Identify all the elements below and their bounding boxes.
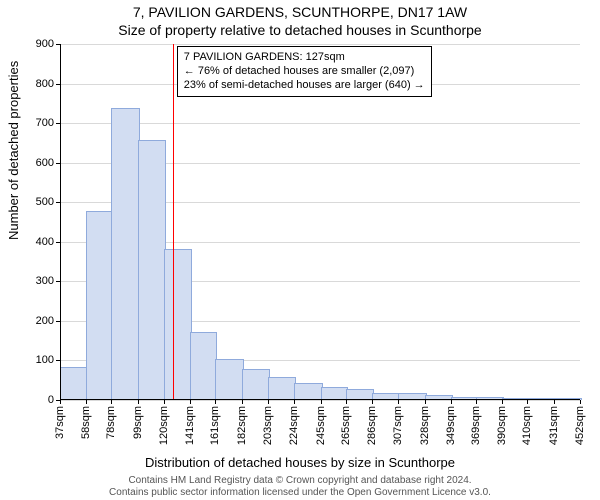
- x-tick-mark: [321, 400, 322, 404]
- annotation-line2: ← 76% of detached houses are smaller (2,…: [184, 65, 425, 79]
- y-tick-label: 200: [14, 315, 54, 327]
- histogram-bar: [60, 367, 88, 400]
- footer-line1: Contains HM Land Registry data © Crown c…: [0, 475, 600, 487]
- x-tick-mark: [398, 400, 399, 404]
- histogram-bar: [268, 377, 296, 400]
- x-tick-mark: [111, 400, 112, 404]
- x-tick-mark: [294, 400, 295, 404]
- y-tick-label: 500: [14, 196, 54, 208]
- x-tick-label: 410sqm: [521, 406, 533, 445]
- x-tick-label: 141sqm: [184, 406, 196, 445]
- x-tick-mark: [346, 400, 347, 404]
- x-tick-label: 182sqm: [236, 406, 248, 445]
- histogram-bar: [215, 359, 243, 400]
- annotation-line3: 23% of semi-detached houses are larger (…: [184, 79, 425, 93]
- y-tick-label: 300: [14, 275, 54, 287]
- histogram-bar: [86, 211, 113, 400]
- x-tick-mark: [242, 400, 243, 404]
- x-tick-mark: [476, 400, 477, 404]
- x-tick-label: 120sqm: [158, 406, 170, 445]
- x-tick-label: 224sqm: [288, 406, 300, 445]
- x-axis-label: Distribution of detached houses by size …: [0, 455, 600, 470]
- y-tick-label: 900: [14, 38, 54, 50]
- histogram-bar: [190, 332, 217, 400]
- x-tick-label: 265sqm: [340, 406, 352, 445]
- y-tick-label: 800: [14, 78, 54, 90]
- x-tick-mark: [190, 400, 191, 404]
- x-tick-label: 78sqm: [105, 406, 117, 439]
- x-tick-label: 286sqm: [366, 406, 378, 445]
- x-tick-mark: [164, 400, 165, 404]
- x-axis: [60, 399, 580, 400]
- x-tick-label: 452sqm: [574, 406, 586, 445]
- x-tick-mark: [215, 400, 216, 404]
- x-tick-mark: [502, 400, 503, 404]
- x-tick-mark: [451, 400, 452, 404]
- x-tick-mark: [527, 400, 528, 404]
- x-tick-mark: [60, 400, 61, 404]
- y-tick-label: 600: [14, 157, 54, 169]
- histogram-bar: [138, 140, 166, 400]
- x-tick-label: 349sqm: [445, 406, 457, 445]
- x-tick-label: 99sqm: [132, 406, 144, 439]
- x-tick-mark: [86, 400, 87, 404]
- x-tick-label: 58sqm: [80, 406, 92, 439]
- reference-line: [173, 44, 174, 400]
- x-tick-label: 37sqm: [54, 406, 66, 439]
- x-tick-mark: [138, 400, 139, 404]
- annotation-box: 7 PAVILION GARDENS: 127sqm← 76% of detac…: [177, 46, 432, 97]
- x-tick-label: 203sqm: [262, 406, 274, 445]
- x-tick-label: 245sqm: [315, 406, 327, 445]
- x-tick-mark: [425, 400, 426, 404]
- x-tick-label: 369sqm: [470, 406, 482, 445]
- y-tick-label: 400: [14, 236, 54, 248]
- y-axis: [60, 44, 61, 400]
- x-tick-label: 431sqm: [548, 406, 560, 445]
- y-tick-label: 0: [14, 394, 54, 406]
- annotation-line1: 7 PAVILION GARDENS: 127sqm: [184, 51, 425, 65]
- x-tick-mark: [372, 400, 373, 404]
- plot-inner: 010020030040050060070080090037sqm58sqm78…: [60, 44, 580, 400]
- y-tick-label: 100: [14, 354, 54, 366]
- histogram-bar: [242, 369, 270, 400]
- footer-line2: Contains public sector information licen…: [0, 487, 600, 499]
- page: { "title": "7, PAVILION GARDENS, SCUNTHO…: [0, 0, 600, 500]
- page-title: 7, PAVILION GARDENS, SCUNTHORPE, DN17 1A…: [0, 4, 600, 20]
- x-tick-label: 307sqm: [392, 406, 404, 445]
- y-tick-label: 700: [14, 117, 54, 129]
- x-tick-label: 161sqm: [209, 406, 221, 445]
- gridline: [60, 44, 580, 45]
- histogram-bar: [111, 108, 139, 400]
- x-tick-mark: [554, 400, 555, 404]
- histogram-bar: [164, 249, 192, 400]
- x-tick-mark: [580, 400, 581, 404]
- x-tick-label: 328sqm: [419, 406, 431, 445]
- footer: Contains HM Land Registry data © Crown c…: [0, 475, 600, 498]
- page-subtitle: Size of property relative to detached ho…: [0, 22, 600, 38]
- x-tick-label: 390sqm: [496, 406, 508, 445]
- histogram-bar: [294, 383, 322, 400]
- x-tick-mark: [268, 400, 269, 404]
- chart-area: 010020030040050060070080090037sqm58sqm78…: [60, 44, 580, 400]
